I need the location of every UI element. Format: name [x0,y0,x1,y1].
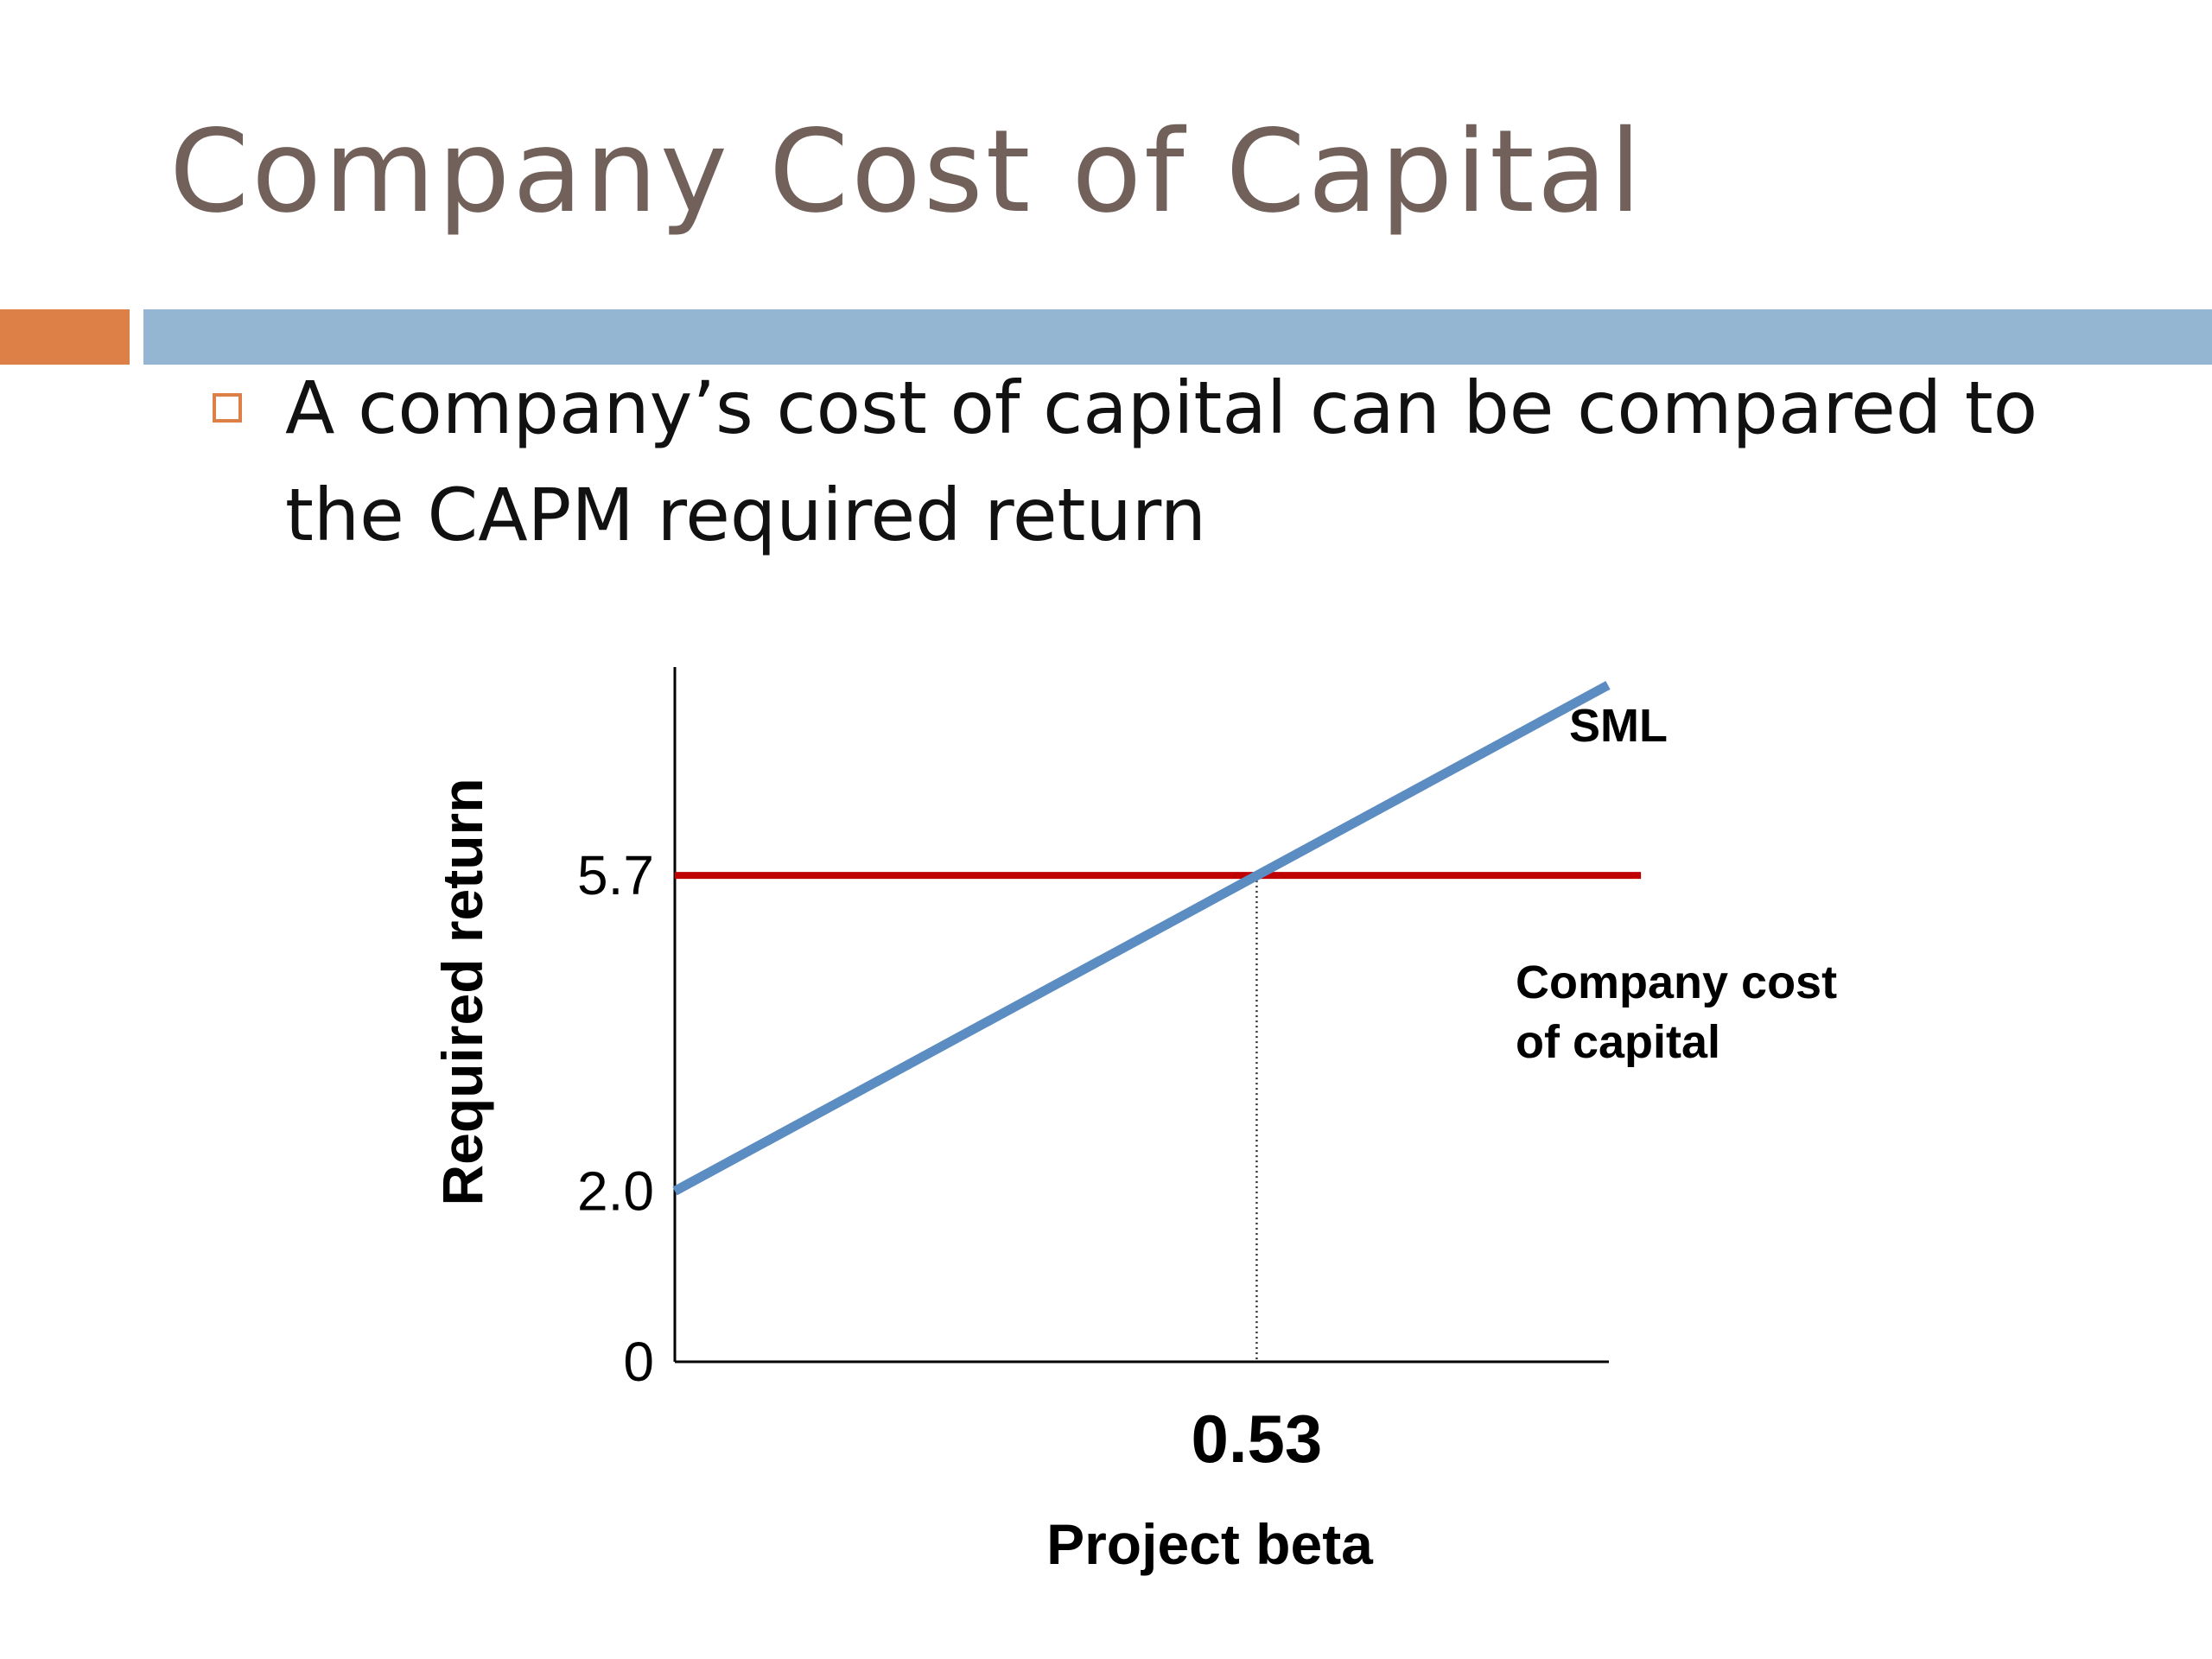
sml-line [672,681,1611,1196]
company-cost-annotation-line-1: Company cost [1516,957,1837,1008]
y-tick-label: 0 [623,1331,654,1393]
accent-bar-orange [0,309,130,365]
bullet-text: A company’s cost of capital can be compa… [285,365,2038,557]
accent-bar-blue [143,309,2212,365]
x-axis-label: Project beta [1046,1512,1374,1576]
sml-annotation: SML [1569,700,1668,752]
y-tick-label: 2.0 [577,1160,654,1223]
x-tick-label: 0.53 [1192,1401,1323,1477]
company-cost-annotation-line-2: of capital [1516,1016,1720,1068]
bullet-square-icon [213,393,242,423]
slide-title: Company Cost of Capital [169,105,1644,238]
y-tick-label: 5.7 [577,844,654,906]
y-axis-label: Required return [430,778,494,1205]
